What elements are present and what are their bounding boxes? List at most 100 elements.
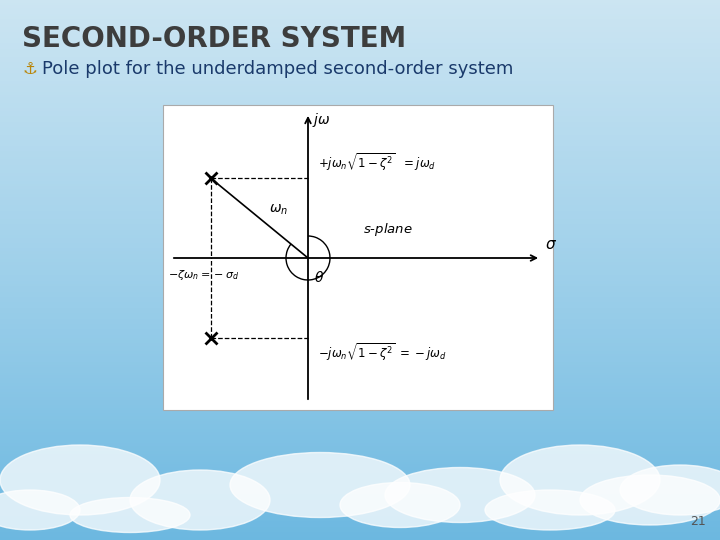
Bar (0, 289, 720, 292)
Bar (0, 470, 720, 472)
Bar (0, 240, 720, 243)
Bar (0, 167, 720, 170)
Bar (0, 456, 720, 459)
Bar (0, 300, 720, 302)
Bar (0, 467, 720, 470)
Bar (0, 464, 720, 467)
Bar (0, 332, 720, 335)
Bar (0, 132, 720, 135)
Ellipse shape (70, 497, 190, 532)
Bar (0, 370, 720, 373)
Bar (0, 346, 720, 348)
Bar (0, 65, 720, 68)
Bar (0, 235, 720, 238)
Bar (0, 254, 720, 256)
Bar (0, 389, 720, 392)
Bar (0, 51, 720, 54)
Ellipse shape (500, 445, 660, 515)
Bar (0, 424, 720, 427)
Bar (0, 327, 720, 329)
Bar (0, 518, 720, 521)
Bar (0, 356, 720, 359)
Bar (0, 49, 720, 51)
Bar (0, 475, 720, 478)
Bar (0, 186, 720, 189)
Bar (0, 305, 720, 308)
Ellipse shape (230, 453, 410, 517)
Text: $\sigma$: $\sigma$ (545, 237, 557, 252)
Bar (0, 281, 720, 284)
Bar (0, 8, 720, 11)
Bar (0, 427, 720, 429)
Bar (0, 57, 720, 59)
Bar (0, 119, 720, 122)
Bar (0, 435, 720, 437)
Bar (0, 418, 720, 421)
Bar (0, 248, 720, 251)
Bar (0, 38, 720, 40)
Bar (0, 162, 720, 165)
Bar (0, 432, 720, 435)
Bar (0, 513, 720, 516)
Bar (0, 148, 720, 151)
Bar (0, 157, 720, 159)
Bar (0, 24, 720, 27)
Bar (0, 402, 720, 405)
Bar (0, 194, 720, 197)
Bar (0, 429, 720, 432)
Bar (0, 0, 720, 3)
Bar (0, 230, 720, 232)
Bar (0, 238, 720, 240)
Bar (0, 454, 720, 456)
Bar (0, 364, 720, 367)
Bar (0, 270, 720, 273)
Bar (0, 375, 720, 378)
Bar (0, 192, 720, 194)
Bar (0, 170, 720, 173)
Bar (0, 213, 720, 216)
Bar (0, 535, 720, 537)
Bar (0, 122, 720, 124)
Bar (0, 459, 720, 462)
Bar (0, 310, 720, 313)
Bar (0, 319, 720, 321)
Bar (0, 386, 720, 389)
Bar (0, 526, 720, 529)
Bar (0, 181, 720, 184)
Bar (0, 103, 720, 105)
Bar (0, 421, 720, 424)
Text: SECOND-ORDER SYSTEM: SECOND-ORDER SYSTEM (22, 25, 406, 53)
Bar (0, 324, 720, 327)
Bar (0, 173, 720, 176)
Bar (0, 262, 720, 265)
Bar (0, 130, 720, 132)
Bar (0, 462, 720, 464)
Bar (0, 219, 720, 221)
Bar (0, 3, 720, 5)
Bar (0, 278, 720, 281)
Bar (0, 321, 720, 324)
Bar (0, 532, 720, 535)
Bar (0, 78, 720, 81)
Bar (0, 30, 720, 32)
Bar (0, 100, 720, 103)
Bar (0, 486, 720, 489)
Bar (0, 494, 720, 497)
Bar (0, 27, 720, 30)
Bar (0, 340, 720, 343)
Bar (0, 251, 720, 254)
Bar (0, 537, 720, 540)
Text: $+j\omega_n\sqrt{1-\zeta^2}\ \ =j\omega_d$: $+j\omega_n\sqrt{1-\zeta^2}\ \ =j\omega_… (318, 152, 436, 174)
Ellipse shape (0, 490, 80, 530)
Bar (0, 189, 720, 192)
Bar (0, 143, 720, 146)
Ellipse shape (580, 475, 720, 525)
Bar (0, 267, 720, 270)
Bar (0, 84, 720, 86)
Bar (0, 359, 720, 362)
Bar (0, 256, 720, 259)
Bar (0, 40, 720, 43)
Bar (0, 178, 720, 181)
Bar (0, 400, 720, 402)
Bar (0, 184, 720, 186)
